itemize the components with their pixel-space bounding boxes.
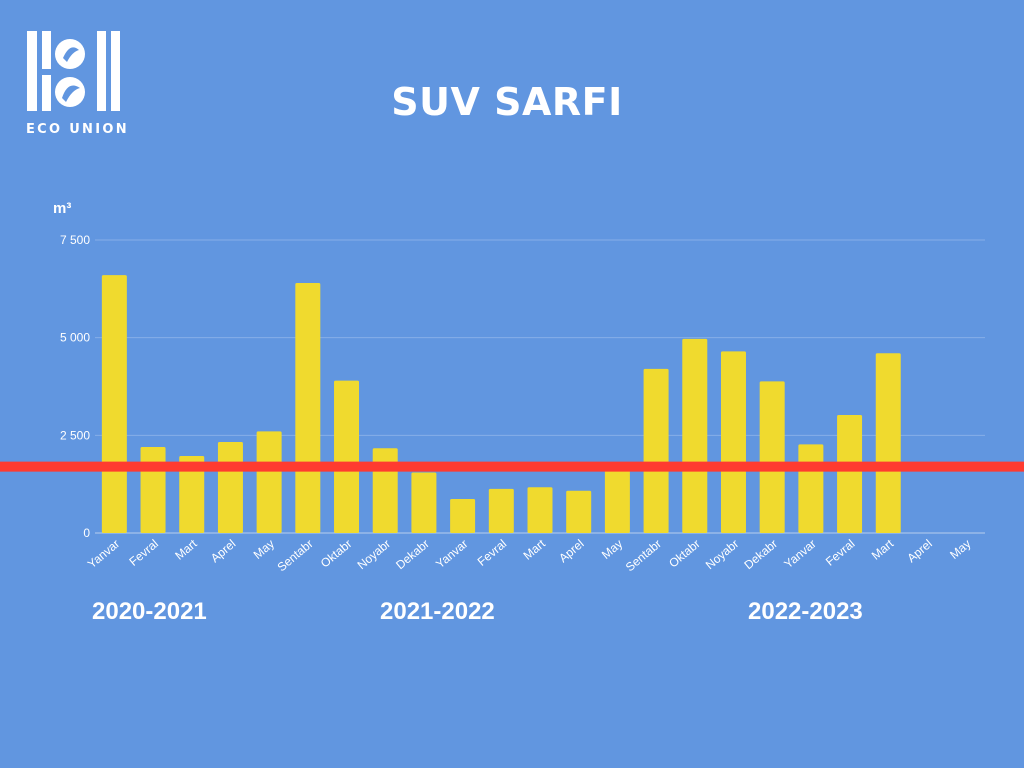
bar [101, 275, 127, 533]
bar [256, 431, 282, 533]
x-tick-label: Mart [521, 536, 549, 563]
bar [604, 468, 630, 533]
x-tick-label: Noyabr [355, 537, 394, 573]
bar [837, 415, 863, 533]
y-tick-label: 0 [83, 526, 90, 540]
bar [875, 353, 901, 533]
y-axis-unit: m³ [53, 200, 72, 217]
x-tick-label: Yanvar [781, 537, 818, 572]
x-tick-label: May [599, 537, 625, 562]
x-tick-label: May [251, 537, 277, 562]
x-tick-label: Mart [869, 536, 897, 563]
bar [217, 441, 243, 533]
bar [720, 351, 746, 533]
y-tick-labels: 0 2 500 5 000 7 500 [60, 233, 90, 540]
grid-lines [95, 239, 985, 534]
bar [140, 447, 166, 533]
bar [372, 448, 398, 533]
y-tick-label: 2 500 [60, 428, 90, 442]
group-label-2020-2021: 2020-2021 [92, 598, 207, 625]
logo-text: ECO UNION [26, 122, 129, 137]
x-tick-label: Mart [172, 536, 200, 563]
x-tick-label: Fevral [475, 537, 510, 569]
x-tick-label: Aprel [208, 537, 238, 566]
x-tick-label: May [947, 537, 973, 562]
x-tick-label: Fevral [126, 537, 161, 569]
bars [101, 275, 901, 533]
x-tick-label: Yanvar [85, 537, 122, 572]
x-tick-label: Fevral [823, 537, 858, 569]
bar [450, 499, 476, 533]
x-tick-label: Dekabr [741, 537, 780, 573]
bar [682, 338, 708, 533]
bar [488, 488, 514, 533]
bar [566, 490, 592, 533]
bar [411, 472, 437, 533]
eco-union-logo-icon: ECO UNION [26, 31, 129, 137]
bar [643, 368, 669, 533]
bar [527, 487, 553, 533]
group-label-2022-2023: 2022-2023 [748, 598, 863, 625]
bar [295, 282, 321, 533]
x-tick-label: Dekabr [393, 537, 432, 573]
x-tick-label: Oktabr [666, 537, 703, 571]
x-tick-label: Aprel [556, 537, 586, 566]
group-label-2021-2022: 2021-2022 [380, 598, 495, 625]
x-tick-label: Noyabr [703, 537, 742, 573]
bar [334, 380, 360, 533]
x-tick-label: Oktabr [318, 537, 355, 571]
y-tick-label: 5 000 [60, 331, 90, 345]
x-tick-label: Sentabr [275, 537, 316, 575]
bar [179, 456, 205, 533]
chart-title: SUV SARFI [391, 80, 623, 124]
x-tick-label: Yanvar [433, 537, 470, 572]
x-tick-label: Aprel [904, 537, 934, 566]
x-tick-label: Sentabr [623, 537, 664, 575]
bar [759, 381, 785, 533]
bar [798, 444, 824, 533]
y-tick-label: 7 500 [60, 233, 90, 247]
